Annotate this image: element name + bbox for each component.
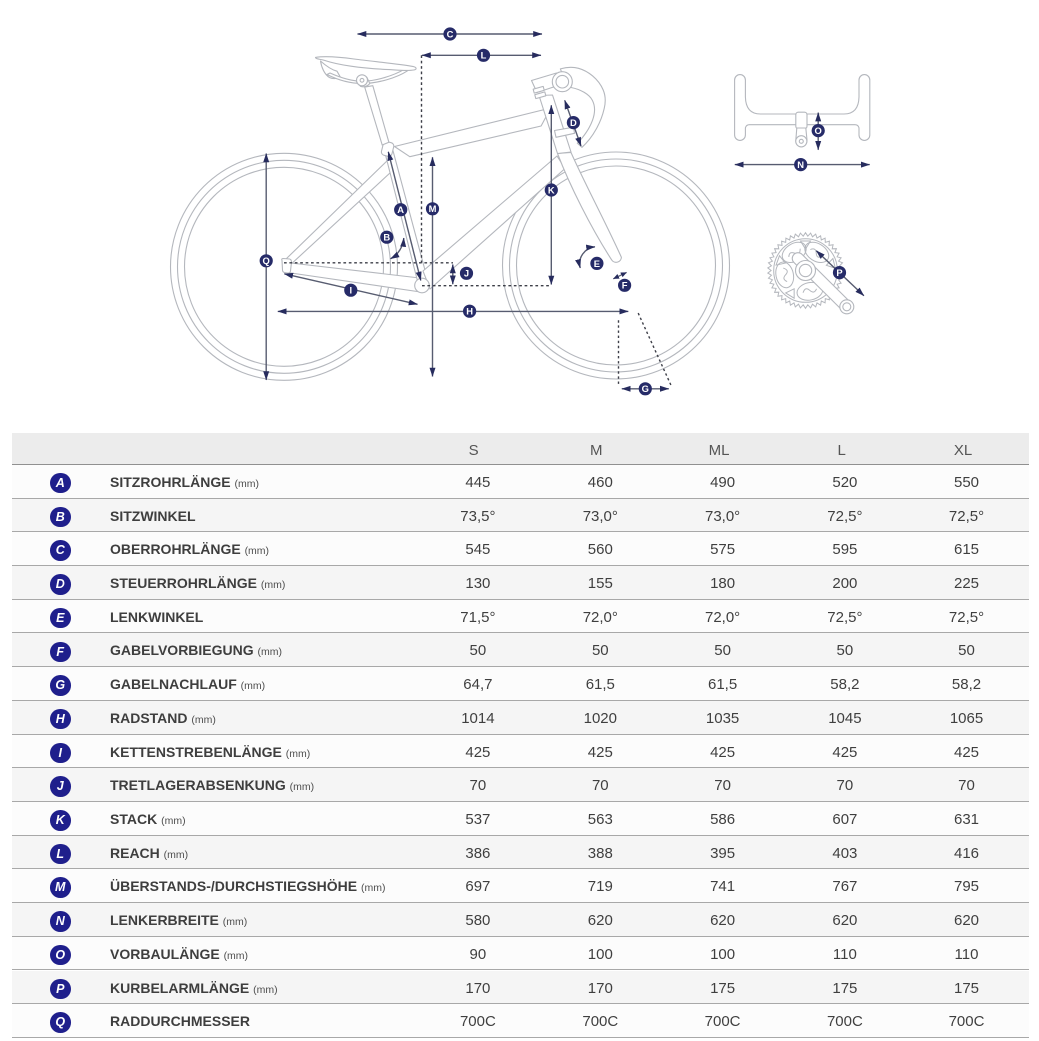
svg-text:B: B (383, 232, 390, 243)
svg-text:O: O (815, 125, 822, 136)
svg-text:H: H (466, 306, 473, 317)
svg-text:D: D (570, 117, 577, 128)
svg-text:L: L (481, 50, 487, 61)
svg-text:G: G (642, 383, 649, 394)
svg-text:Q: Q (263, 255, 270, 266)
svg-text:N: N (797, 159, 804, 170)
svg-text:A: A (397, 204, 404, 215)
svg-text:K: K (548, 184, 555, 195)
svg-text:F: F (622, 280, 628, 291)
svg-text:M: M (429, 203, 437, 214)
svg-text:P: P (836, 267, 842, 278)
svg-text:I: I (349, 285, 352, 296)
svg-text:C: C (447, 28, 454, 39)
svg-text:E: E (594, 258, 600, 269)
svg-text:J: J (464, 268, 469, 279)
